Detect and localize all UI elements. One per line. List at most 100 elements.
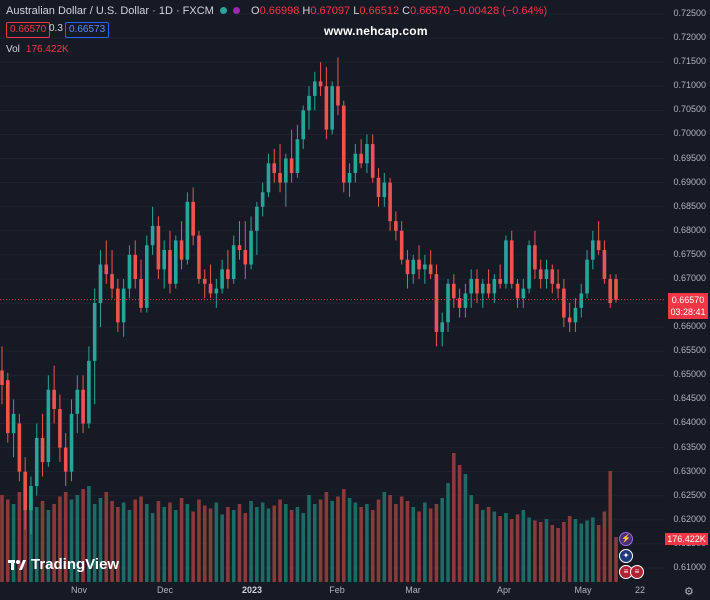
- volume-bar: [399, 496, 404, 582]
- volume-bar: [127, 510, 132, 582]
- candle-body: [58, 409, 62, 448]
- candle-body: [365, 144, 369, 164]
- volume-bar: [492, 511, 497, 582]
- market-status-icon: [219, 7, 227, 14]
- volume-bar: [550, 525, 555, 582]
- volume-bar: [359, 507, 363, 582]
- volume-bar: [405, 501, 410, 582]
- volume-bar: [434, 504, 439, 582]
- au-flag-event-icon[interactable]: ✦: [619, 549, 633, 563]
- volume-bar: [336, 496, 340, 582]
- open-label: O: [251, 5, 260, 17]
- symbol-legend: Australian Dollar / U.S. Dollar · 1D · F…: [6, 5, 547, 17]
- volume-bar: [614, 537, 618, 582]
- tradingview-logo[interactable]: TradingView: [8, 556, 119, 573]
- candle-body: [173, 240, 178, 284]
- volume-bar: [480, 510, 485, 582]
- volume-bar: [58, 496, 62, 582]
- volume-bar: [428, 508, 433, 582]
- volume-bar: [538, 522, 543, 582]
- candle-body: [602, 250, 607, 279]
- volume-bar: [173, 510, 178, 582]
- candle-body: [52, 389, 56, 410]
- candle-body: [376, 177, 381, 198]
- price-tick-label: 0.67000: [673, 272, 706, 283]
- volume-bar: [104, 492, 109, 582]
- volume-bar: [197, 499, 201, 582]
- volume-bar: [185, 504, 190, 582]
- volume-bar: [5, 499, 10, 582]
- candle-body: [87, 360, 91, 424]
- sell-button[interactable]: 0.66570: [6, 22, 51, 38]
- volume-bar: [353, 502, 358, 582]
- volume-bar: [486, 507, 491, 582]
- low-value: 0.66512: [359, 5, 400, 17]
- lightning-event-icon[interactable]: ⚡: [619, 532, 633, 546]
- candle-body: [550, 269, 555, 284]
- time-tick-label: Dec: [156, 585, 174, 595]
- time-tick-label: Feb: [329, 585, 345, 595]
- volume-bar: [29, 498, 33, 582]
- price-tick-label: 0.70000: [673, 128, 706, 139]
- candle-body: [330, 86, 334, 130]
- candle-body: [255, 206, 259, 231]
- candle-body: [237, 245, 242, 251]
- candle-body: [17, 423, 22, 472]
- volume-bar: [504, 513, 508, 582]
- candle-body: [220, 269, 224, 289]
- candle-body: [69, 413, 74, 472]
- candle-body: [46, 389, 51, 463]
- candle-body: [226, 269, 230, 279]
- data-status-icon: [232, 7, 240, 14]
- price-tick-label: 0.67500: [673, 248, 706, 259]
- candle-body: [527, 245, 531, 289]
- candle-body: [347, 172, 352, 183]
- candle-body: [388, 182, 392, 222]
- volume-bar: [533, 520, 537, 582]
- price-tick-label: 0.70500: [673, 104, 706, 115]
- candle-body: [562, 288, 566, 318]
- candle-body: [428, 264, 433, 275]
- candle-body: [446, 283, 450, 323]
- buy-button[interactable]: 0.66573: [65, 22, 110, 38]
- volume-bar: [307, 495, 311, 582]
- us-flag-event-icon-2[interactable]: ≡: [630, 565, 644, 579]
- volume-bar: [202, 505, 207, 582]
- candle-body: [312, 81, 317, 96]
- symbol-title[interactable]: Australian Dollar / U.S. Dollar · 1D · F…: [6, 5, 214, 17]
- candle-body: [353, 153, 358, 173]
- volume-bar: [411, 507, 416, 582]
- candle-body: [40, 437, 45, 463]
- last-price-value: 0.66570: [671, 295, 705, 305]
- candle-body: [440, 322, 445, 332]
- candle-body: [585, 259, 589, 294]
- price-tick-label: 0.71500: [673, 56, 706, 67]
- volume-bar: [266, 508, 271, 582]
- volume-legend[interactable]: Vol 176.422K: [6, 44, 69, 55]
- price-tick-label: 0.65500: [673, 345, 706, 356]
- candle-body: [382, 182, 387, 198]
- candle-body: [34, 437, 39, 487]
- volume-bar: [289, 510, 294, 582]
- volume-bar: [63, 492, 68, 582]
- candle-body: [504, 240, 508, 284]
- volume-bar: [475, 504, 479, 582]
- volume-bar: [156, 501, 161, 582]
- volume-bar: [284, 504, 288, 582]
- close-label: C: [402, 5, 411, 17]
- price-tick-label: 0.66000: [673, 321, 706, 332]
- spread-value: 0.3: [49, 23, 63, 34]
- us-flag-event-icon[interactable]: ≡: [619, 565, 633, 579]
- candle-body: [608, 278, 613, 304]
- price-tick-label: 0.63000: [673, 465, 706, 476]
- price-tick-label: 0.62500: [673, 489, 706, 500]
- volume-bar: [121, 502, 126, 582]
- candle-body: [278, 172, 282, 183]
- candle-body: [139, 278, 143, 308]
- volume-bar: [515, 514, 520, 582]
- candle-body: [272, 163, 277, 173]
- settings-gear-icon[interactable]: ⚙: [684, 586, 694, 598]
- price-tick-label: 0.65000: [673, 369, 706, 380]
